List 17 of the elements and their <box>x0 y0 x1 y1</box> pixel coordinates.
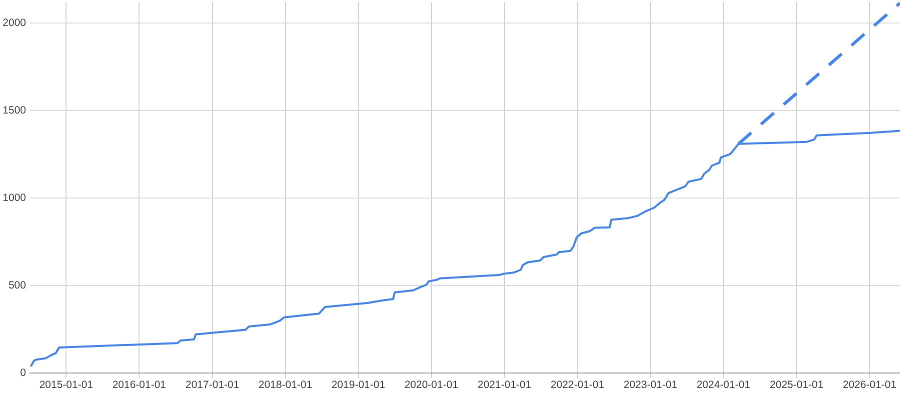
y-tick-label: 1000 <box>2 192 26 204</box>
y-tick-label: 500 <box>8 279 26 292</box>
x-tick-label: 2018-01-01 <box>258 379 312 392</box>
y-tick-label: 0 <box>20 366 26 379</box>
y-tick-label: 2000 <box>2 16 26 29</box>
x-tick-label: 2017-01-01 <box>186 379 240 392</box>
x-tick-label: 2022-01-01 <box>550 379 604 392</box>
x-tick-label: 2020-01-01 <box>404 379 458 392</box>
x-tick-label: 2025-01-01 <box>770 379 824 392</box>
x-tick-label: 2015-01-01 <box>39 379 94 392</box>
x-tick-label: 2016-01-01 <box>112 379 166 392</box>
x-tick-label: 2024-01-01 <box>696 379 750 392</box>
x-tick-label: 2021-01-01 <box>478 379 532 392</box>
x-tick-label: 2023-01-01 <box>624 379 678 392</box>
x-tick-label: 2019-01-01 <box>331 379 386 392</box>
x-tick-label: 2026-01-01 <box>842 379 897 392</box>
y-tick-label: 1500 <box>2 104 26 116</box>
